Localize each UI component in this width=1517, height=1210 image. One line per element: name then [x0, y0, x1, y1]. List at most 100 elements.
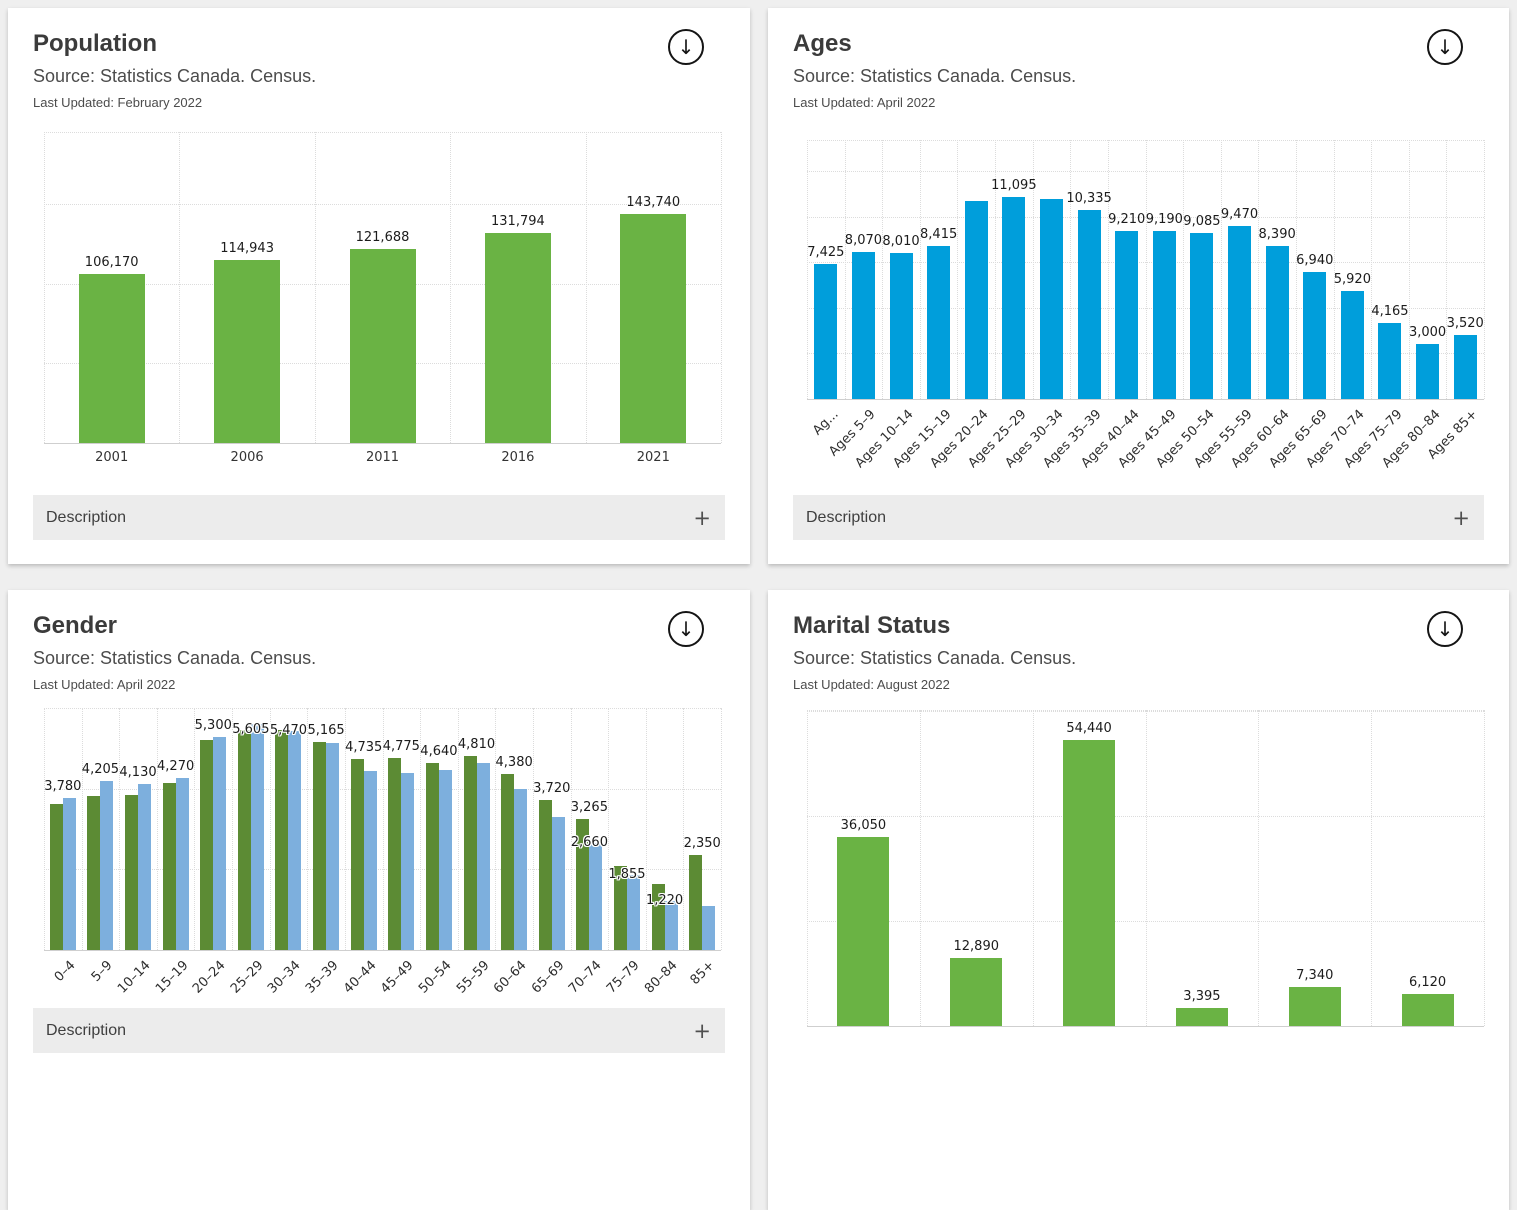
bar-female[interactable] — [664, 900, 678, 950]
download-button[interactable]: ↓ — [668, 611, 704, 647]
bar[interactable] — [814, 263, 838, 399]
bar[interactable] — [484, 232, 551, 443]
bar-value-label: 106,170 — [84, 254, 139, 270]
description-toggle[interactable]: Description + — [33, 1008, 725, 1053]
download-button[interactable]: ↓ — [668, 29, 704, 65]
bar-female[interactable] — [476, 763, 490, 950]
grid-line — [1371, 140, 1373, 399]
bar-male[interactable] — [501, 773, 515, 950]
download-icon: ↓ — [1436, 35, 1454, 59]
bar-female[interactable] — [401, 773, 415, 950]
bar-value-label: 143,740 — [626, 194, 681, 210]
download-button[interactable]: ↓ — [1427, 611, 1463, 647]
bar-male[interactable] — [350, 759, 364, 950]
bar-male[interactable] — [125, 794, 139, 950]
bar[interactable] — [78, 273, 145, 443]
bar-value-label: 12,890 — [953, 939, 1000, 955]
bar-male[interactable] — [463, 756, 477, 950]
bar-female[interactable] — [326, 742, 340, 950]
bar-female[interactable] — [250, 724, 264, 950]
download-icon: ↓ — [677, 35, 695, 59]
bar-female[interactable] — [288, 731, 302, 950]
bar-value-label: 4,205 — [81, 761, 120, 777]
x-axis-line — [807, 399, 1484, 400]
grid-line — [807, 307, 1484, 309]
bar-female[interactable] — [363, 770, 377, 950]
bar-female[interactable] — [138, 783, 152, 950]
bar-male[interactable] — [576, 818, 590, 950]
bar[interactable] — [1303, 272, 1327, 399]
bar-female[interactable] — [702, 906, 716, 950]
bar[interactable] — [1039, 199, 1063, 399]
bar[interactable] — [1378, 323, 1402, 399]
bar[interactable] — [851, 251, 875, 399]
description-toggle[interactable]: Description + — [33, 495, 725, 540]
bar[interactable] — [1077, 210, 1101, 399]
page-title: Ages — [793, 30, 852, 57]
bar-value-label: 3,395 — [1183, 989, 1221, 1005]
bar-value-label: 10,335 — [1066, 191, 1112, 207]
bar[interactable] — [349, 248, 416, 443]
bar[interactable] — [837, 836, 890, 1026]
x-axis-line — [44, 443, 721, 444]
bar[interactable] — [1265, 245, 1289, 399]
bar[interactable] — [1288, 987, 1341, 1026]
bar-male[interactable] — [313, 742, 327, 950]
bar[interactable] — [1453, 334, 1477, 399]
bar-female[interactable] — [626, 875, 640, 950]
bar-female[interactable] — [589, 842, 603, 950]
bar-male[interactable] — [651, 884, 665, 950]
bar[interactable] — [1228, 226, 1252, 399]
bar[interactable] — [214, 259, 281, 443]
bar-value-label: 4,775 — [382, 738, 420, 754]
grid-line — [44, 869, 721, 871]
bar-value-label: 3,520 — [1446, 315, 1484, 331]
download-button[interactable]: ↓ — [1427, 29, 1463, 65]
bar-male[interactable] — [49, 803, 63, 950]
grid-line — [232, 708, 234, 950]
grid-line — [807, 921, 1484, 923]
bar[interactable] — [1152, 231, 1176, 399]
x-axis-label-text: 35–39 — [303, 958, 342, 997]
bar-male[interactable] — [200, 740, 214, 950]
bar[interactable] — [889, 252, 913, 399]
bar-male[interactable] — [237, 730, 251, 950]
bar-female[interactable] — [100, 780, 114, 950]
grid-line — [919, 140, 921, 399]
bar-female[interactable] — [551, 817, 565, 950]
x-axis-label: 2006 — [230, 450, 264, 465]
bar[interactable] — [927, 245, 951, 399]
bar-male[interactable] — [87, 795, 101, 950]
bar-male[interactable] — [275, 729, 289, 950]
x-axis-label-text: 0–4 — [51, 958, 79, 985]
bar[interactable] — [1175, 1008, 1228, 1026]
bar-male[interactable] — [538, 800, 552, 950]
bar-female[interactable] — [514, 788, 528, 950]
bar[interactable] — [1416, 344, 1440, 399]
bar[interactable] — [1002, 196, 1026, 399]
bar-male[interactable] — [162, 783, 176, 950]
description-toggle[interactable]: Description + — [793, 495, 1484, 540]
grid-line — [532, 708, 534, 950]
bar-female[interactable] — [438, 769, 452, 950]
x-axis-label-text: 30–34 — [265, 958, 305, 997]
bar[interactable] — [950, 958, 1003, 1026]
bar[interactable] — [1115, 231, 1139, 399]
bar[interactable] — [1401, 993, 1454, 1026]
bar-value-label: 121,688 — [355, 229, 410, 245]
bar[interactable] — [1190, 233, 1214, 399]
bar-female[interactable] — [213, 736, 227, 950]
bar-male[interactable] — [388, 757, 402, 950]
bar-male[interactable] — [689, 855, 703, 950]
bar[interactable] — [1340, 291, 1364, 399]
bar-value-label: 2,660 — [570, 834, 608, 850]
bar-female[interactable] — [62, 797, 76, 950]
bar[interactable] — [620, 213, 687, 443]
bar-male[interactable] — [425, 763, 439, 950]
bar-male[interactable] — [613, 866, 627, 950]
bar-female[interactable] — [175, 778, 189, 950]
bar[interactable] — [1063, 740, 1116, 1026]
last-updated-text: Last Updated: August 2022 — [793, 677, 950, 692]
bar-value-label: 5,920 — [1333, 272, 1371, 288]
bar[interactable] — [964, 201, 988, 399]
